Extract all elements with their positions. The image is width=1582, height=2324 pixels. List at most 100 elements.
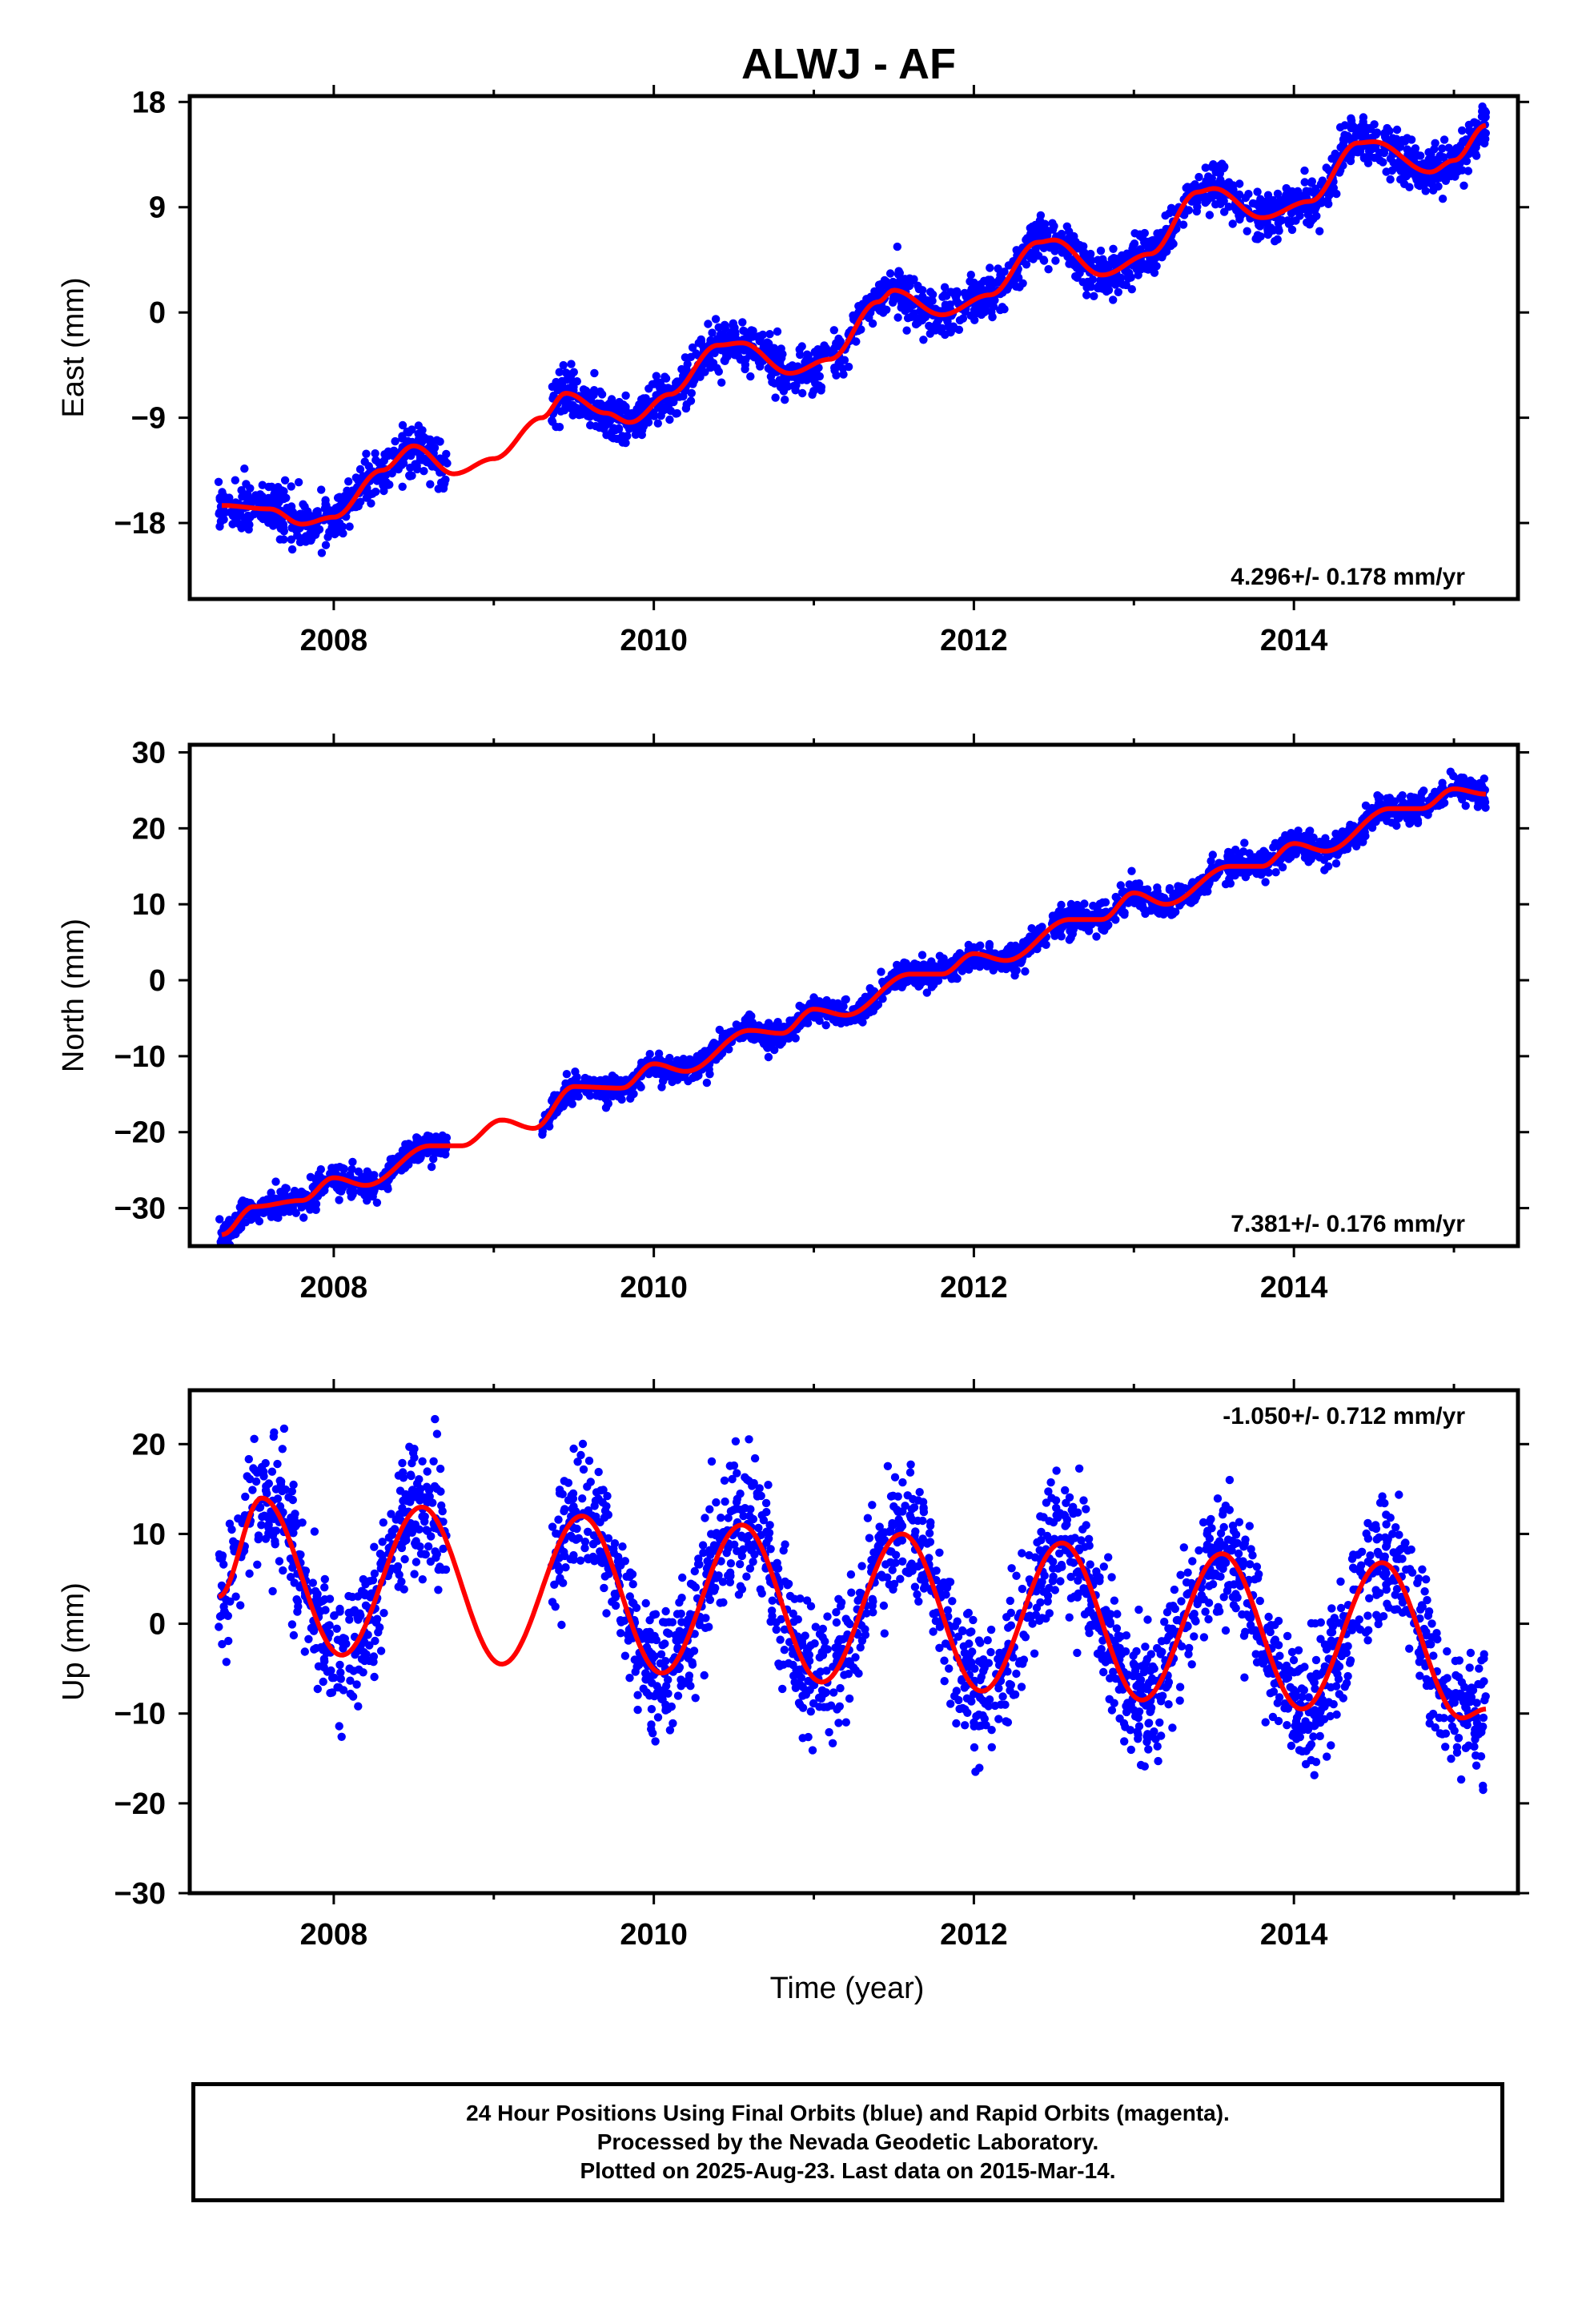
data-point: [317, 485, 326, 494]
data-point: [705, 1070, 714, 1079]
data-point: [953, 289, 962, 298]
data-point: [683, 360, 692, 368]
data-point: [1403, 814, 1411, 823]
data-point: [1073, 900, 1082, 910]
data-point: [1056, 927, 1065, 935]
data-point: [1068, 235, 1077, 245]
data-point: [738, 318, 747, 327]
data-point: [1039, 255, 1048, 264]
data-point: [1283, 1721, 1291, 1730]
data-point: [1411, 144, 1420, 153]
data-point: [985, 939, 994, 949]
data-point: [1227, 867, 1236, 876]
data-point: [733, 352, 743, 360]
data-point: [264, 518, 273, 527]
data-point: [1203, 887, 1212, 896]
data-point: [279, 527, 288, 536]
data-point: [1431, 139, 1439, 147]
data-point: [1277, 837, 1286, 846]
data-point: [1253, 235, 1263, 243]
data-point: [285, 1207, 294, 1216]
data-point: [374, 473, 383, 483]
data-point: [215, 1215, 224, 1224]
data-point: [1033, 927, 1042, 936]
data-point: [1309, 188, 1318, 197]
data-point: [267, 1212, 276, 1221]
data-point: [406, 463, 415, 472]
data-point: [362, 449, 371, 458]
data-point: [990, 949, 1000, 958]
data-point: [706, 363, 715, 372]
data-point: [1026, 229, 1035, 239]
data-point: [846, 1570, 856, 1579]
data-point: [624, 424, 634, 433]
data-point: [608, 1092, 617, 1101]
data-point: [1437, 800, 1446, 809]
data-point: [1359, 118, 1367, 127]
data-point: [1134, 883, 1143, 891]
data-point: [1381, 133, 1390, 142]
data-point: [337, 496, 347, 505]
data-point: [1359, 838, 1367, 846]
data-point: [1281, 830, 1290, 840]
data-point: [929, 323, 938, 332]
data-point: [1165, 885, 1174, 895]
data-point: [798, 388, 807, 398]
data-point: [715, 1025, 724, 1035]
data-point: [1365, 151, 1375, 161]
data-point: [1444, 143, 1453, 152]
data-point: [1129, 241, 1138, 250]
data-point: [549, 391, 558, 400]
data-point: [653, 419, 662, 428]
data-point: [291, 1208, 300, 1217]
data-point: [972, 955, 982, 964]
data-point: [615, 397, 624, 407]
data-point: [317, 549, 327, 557]
data-point: [1473, 802, 1483, 811]
data-point: [1465, 1663, 1474, 1672]
data-point: [1221, 879, 1231, 889]
data-point: [930, 965, 939, 974]
data-point: [966, 271, 976, 279]
data-point: [902, 326, 911, 335]
data-point: [1096, 246, 1106, 255]
data-point: [1438, 172, 1447, 181]
data-point: [764, 1052, 773, 1062]
data-point: [1080, 899, 1089, 908]
data-point: [237, 486, 246, 495]
data-point: [245, 521, 254, 529]
data-point: [688, 343, 697, 352]
data-point: [917, 978, 926, 987]
data-point: [311, 1175, 320, 1184]
data-point: [723, 352, 732, 361]
data-point: [971, 287, 980, 296]
data-point: [426, 480, 435, 489]
data-point: [356, 497, 365, 506]
data-point: [1421, 187, 1430, 195]
y-tick-label: 30: [132, 736, 166, 770]
data-point: [316, 1165, 325, 1174]
data-point: [653, 1065, 662, 1074]
data-point: [299, 1213, 308, 1222]
data-point: [271, 1177, 280, 1186]
data-point: [398, 420, 408, 430]
data-point: [572, 377, 581, 386]
data-point: [1207, 174, 1217, 183]
data-point: [844, 362, 853, 372]
data-point: [1205, 211, 1215, 219]
data-point: [442, 449, 451, 459]
data-point: [687, 388, 696, 398]
data-point: [584, 388, 592, 397]
data-point: [351, 473, 360, 482]
data-point: [1010, 971, 1019, 980]
data-point: [1417, 794, 1427, 804]
data-point: [885, 269, 895, 278]
data-point: [1102, 279, 1110, 288]
data-point: [218, 488, 227, 497]
data-point: [1271, 868, 1280, 877]
data-point: [1182, 183, 1191, 192]
data-point: [1303, 210, 1313, 219]
data-point: [1050, 222, 1058, 231]
data-point: [829, 999, 837, 1007]
data-point: [1427, 175, 1436, 183]
